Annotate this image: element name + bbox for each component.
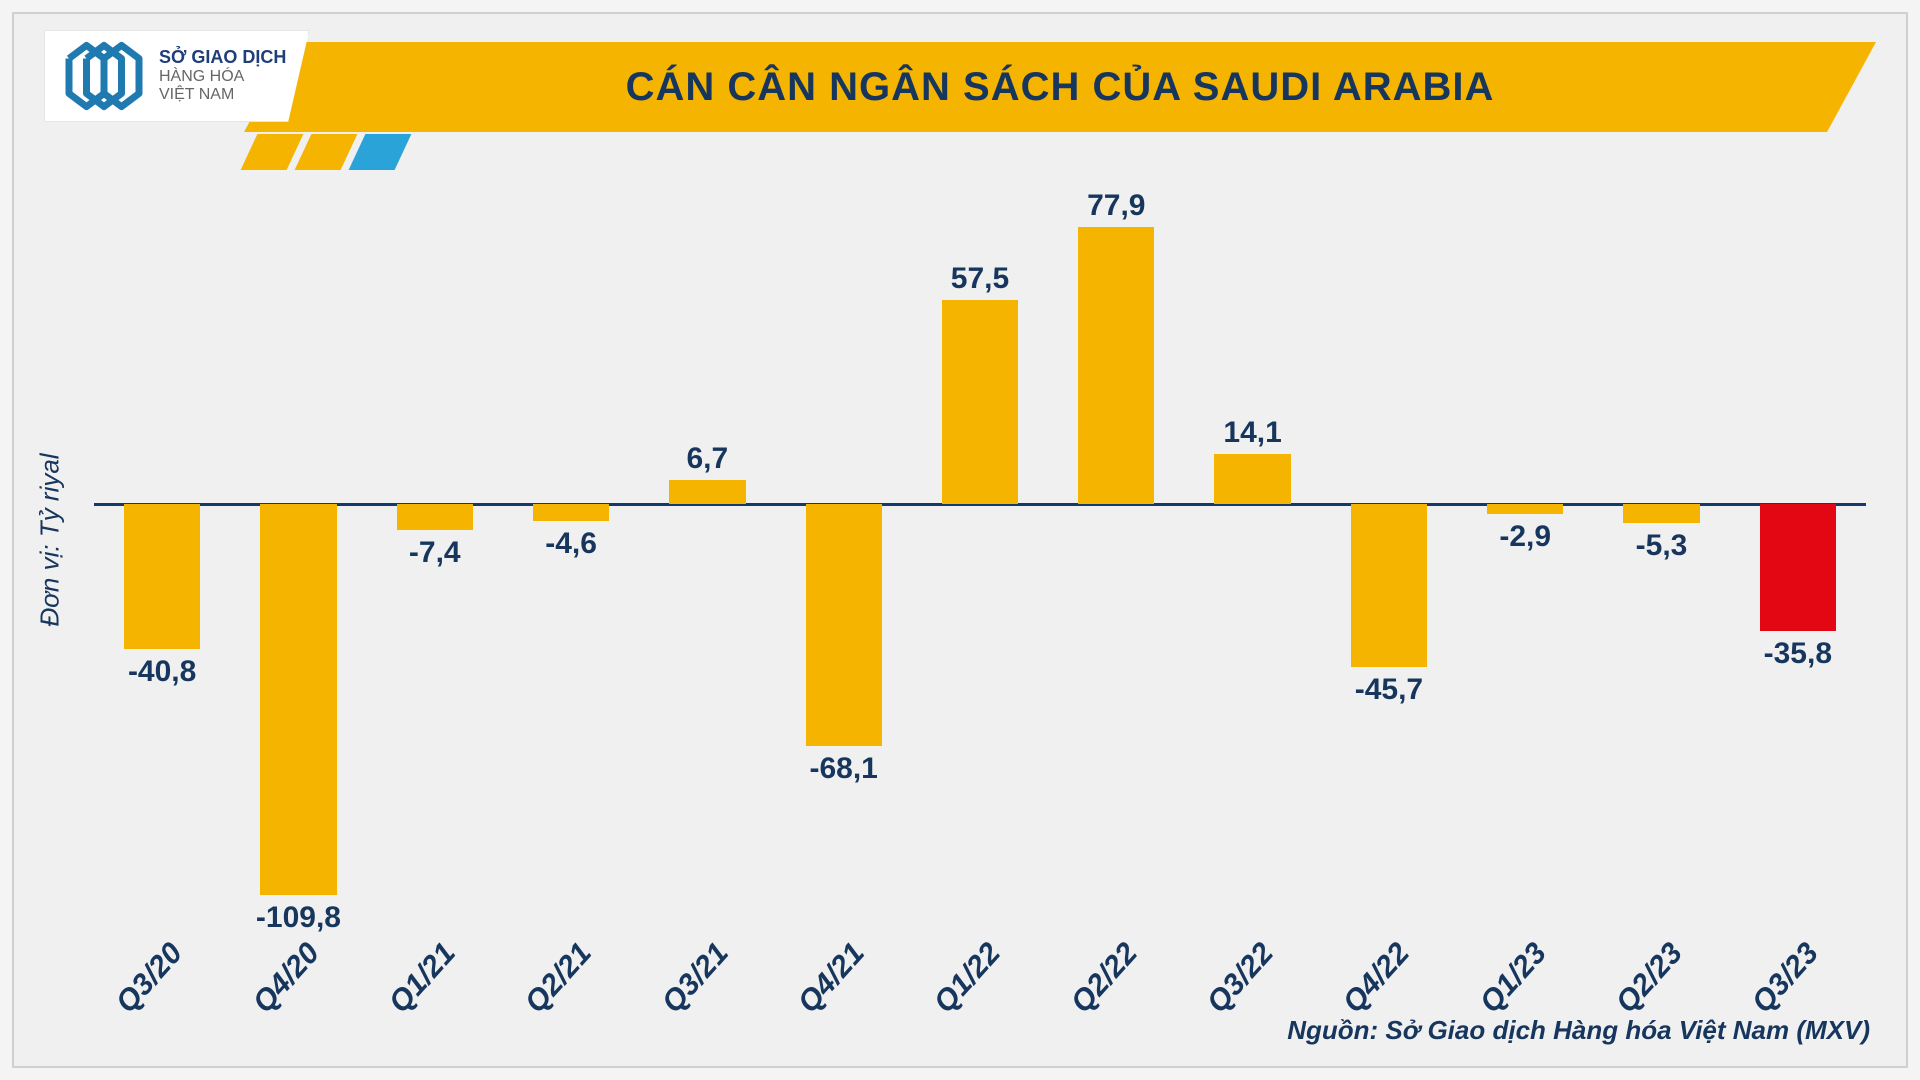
- header: CÁN CÂN NGÂN SÁCH CỦA SAUDI ARABIA SỞ GI…: [14, 34, 1906, 144]
- x-tick-label: Q2/23: [1610, 937, 1690, 1020]
- bar-chart: -40,8-109,8-7,4-4,66,7-68,157,577,914,1-…: [94, 184, 1866, 931]
- chart-title: CÁN CÂN NGÂN SÁCH CỦA SAUDI ARABIA: [626, 65, 1495, 110]
- x-tick-label: Q2/22: [1064, 937, 1144, 1020]
- x-tick-label: Q3/23: [1746, 937, 1826, 1020]
- bar-value-label: 14,1: [1223, 416, 1281, 450]
- x-tick-label: Q4/22: [1337, 937, 1417, 1020]
- bar-value-label: -68,1: [809, 752, 877, 786]
- bar-value-label: -7,4: [409, 536, 461, 570]
- x-tick-label: Q1/21: [383, 937, 463, 1020]
- logo-text: SỞ GIAO DỊCH HÀNG HÓA VIỆT NAM: [159, 47, 286, 104]
- x-tick-label: Q4/21: [792, 937, 872, 1020]
- title-banner: CÁN CÂN NGÂN SÁCH CỦA SAUDI ARABIA: [244, 42, 1876, 132]
- x-tick-label: Q2/21: [519, 937, 599, 1020]
- bar-value-label: -5,3: [1636, 529, 1688, 563]
- x-tick-label: Q1/22: [928, 937, 1008, 1020]
- bar-value-label: 57,5: [951, 262, 1009, 296]
- y-axis-label: Đơn vị: Tỷ riyal: [35, 453, 66, 626]
- bar-value-label: -109,8: [256, 901, 341, 935]
- accent-stripes: [249, 134, 419, 170]
- x-axis-labels: Q3/20 Q4/20 Q1/21 Q2/21 Q3/21 Q4/21 Q1/22 Q2/22…: [94, 932, 1866, 1020]
- x-tick-label: Q3/21: [655, 937, 735, 1020]
- logo-line2: HÀNG HÓA: [159, 68, 286, 86]
- logo-mark-icon: [59, 41, 149, 111]
- bar-value-label: -45,7: [1355, 673, 1423, 707]
- x-tick-label: Q3/20: [110, 937, 190, 1020]
- bar-value-label: -2,9: [1499, 520, 1551, 554]
- x-tick-label: Q1/23: [1473, 937, 1553, 1020]
- source-text: Nguồn: Sở Giao dịch Hàng hóa Việt Nam (M…: [1287, 1015, 1870, 1046]
- bar-value-label: -35,8: [1764, 637, 1832, 671]
- bar-value-label: -4,6: [545, 527, 597, 561]
- x-tick-label: Q4/20: [246, 937, 326, 1020]
- bar-value-label: -40,8: [128, 655, 196, 689]
- chart-frame: CÁN CÂN NGÂN SÁCH CỦA SAUDI ARABIA SỞ GI…: [12, 12, 1908, 1068]
- logo-line1: SỞ GIAO DỊCH: [159, 47, 286, 68]
- plot-area: -40,8-109,8-7,4-4,66,7-68,157,577,914,1-…: [94, 184, 1866, 931]
- bar-value-label: 77,9: [1087, 189, 1145, 223]
- x-tick-label: Q3/22: [1201, 937, 1281, 1020]
- bar-value-label: 6,7: [687, 442, 729, 476]
- logo: SỞ GIAO DỊCH HÀNG HÓA VIỆT NAM: [44, 30, 309, 122]
- logo-line3: VIỆT NAM: [159, 86, 286, 104]
